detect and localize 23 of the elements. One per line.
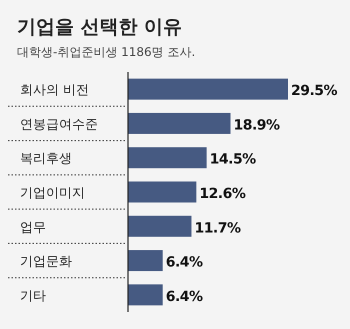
bar [128, 182, 196, 202]
bar [128, 216, 192, 237]
bar [128, 147, 207, 168]
bar [128, 112, 231, 134]
bar [128, 250, 163, 272]
y-tick-label: 회사의 비전 [20, 83, 90, 98]
y-tick-label: 기업문화 [20, 254, 72, 270]
y-tick-label: 기타 [20, 288, 46, 304]
data-label: 18.9% [234, 117, 280, 134]
data-label: 14.5% [210, 152, 256, 168]
bar [128, 78, 288, 100]
data-label: 6.4% [166, 288, 204, 305]
y-tick-label: 기업이미지 [20, 186, 85, 201]
data-label: 12.6% [199, 186, 246, 202]
chart-subtitle: 대학생-취업준비생 1186명 조사. [17, 45, 196, 59]
chart-title: 기업을 선택한 이유 [17, 16, 182, 38]
data-label: 6.4% [166, 254, 204, 271]
y-tick-label: 업무 [20, 220, 46, 236]
y-tick-label: 복리후생 [20, 152, 72, 167]
data-label: 11.7% [194, 220, 241, 236]
y-tick-label: 연봉급여수준 [20, 117, 98, 132]
bar [128, 284, 163, 306]
data-label: 29.5% [291, 83, 338, 100]
